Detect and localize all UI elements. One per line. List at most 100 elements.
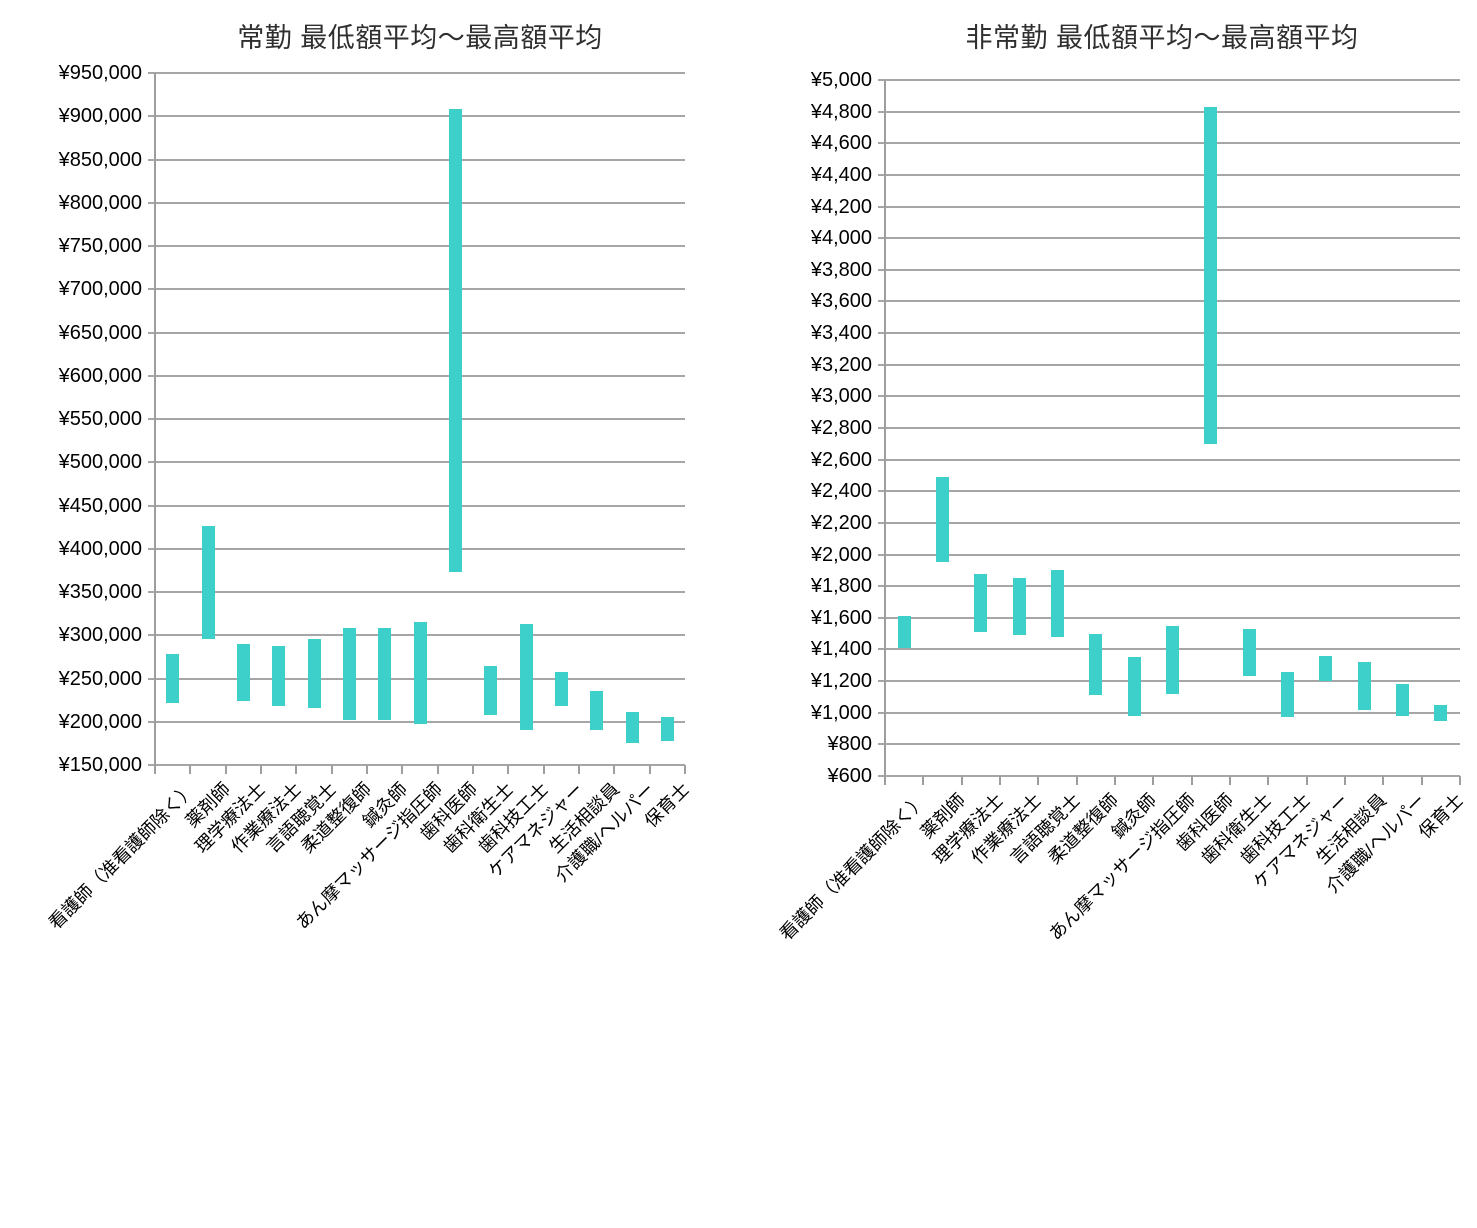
y-axis-tick-label: ¥200,000	[58, 710, 142, 733]
y-axis-tick-label: ¥150,000	[58, 754, 142, 776]
y-axis-tick-label: ¥600	[827, 765, 873, 787]
x-axis-tick	[1037, 776, 1040, 785]
x-axis-tick	[999, 776, 1001, 785]
y-gridline	[148, 245, 685, 247]
x-axis-tick	[1114, 776, 1116, 785]
chart-title-parttime: 非常勤 最低額平均～最高額平均	[965, 23, 1359, 53]
y-axis-tick-label: ¥300,000	[58, 624, 142, 647]
range-bar	[519, 624, 533, 730]
y-axis-line	[154, 73, 156, 774]
y-gridline	[878, 363, 1460, 366]
x-axis-tick	[684, 765, 686, 774]
y-axis-tick-label: ¥3,400	[810, 322, 872, 345]
x-axis-tick	[366, 765, 368, 774]
y-axis-tick-label: ¥700,000	[58, 278, 142, 301]
x-axis-tick	[295, 765, 298, 774]
x-axis-tick	[578, 765, 580, 774]
chart-parttime: 非常勤 最低額平均～最高額平均 ¥5,000 ¥4,800 ¥4,600 ¥4,400…	[776, 23, 1467, 944]
range-bar	[660, 717, 674, 741]
range-bar	[413, 622, 427, 725]
y-axis-tick-label: ¥400,000	[58, 537, 142, 560]
x-axis-tick	[613, 765, 616, 774]
x-axis-tick	[1420, 776, 1423, 785]
range-bar	[1204, 106, 1218, 444]
x-axis-tick	[224, 765, 227, 774]
y-axis-tick-label: ¥5,000	[810, 69, 872, 91]
x-axis-tick	[507, 765, 510, 774]
range-bar	[342, 628, 356, 721]
range-bar	[1089, 633, 1103, 696]
y-axis-tick-label: ¥3,800	[810, 258, 872, 281]
y-axis-tick-label: ¥450,000	[58, 494, 142, 517]
y-axis-tick-label: ¥2,400	[810, 480, 872, 503]
y-gridline	[878, 585, 1460, 588]
x-axis-tick	[401, 765, 404, 774]
x-axis-tick	[1190, 776, 1193, 785]
range-bar	[1166, 625, 1179, 694]
y-gridline	[878, 775, 1460, 777]
x-axis-tick	[884, 776, 886, 785]
y-gridline	[148, 158, 685, 161]
y-axis-tick-label: ¥2,200	[810, 511, 872, 534]
y-axis-tick-label: ¥2,600	[810, 448, 872, 471]
x-axis-tick	[1152, 776, 1155, 785]
y-axis-tick-label: ¥650,000	[58, 321, 142, 344]
y-gridline	[878, 711, 1460, 714]
x-axis-tick	[648, 765, 651, 774]
y-gridline	[878, 521, 1460, 524]
range-bar	[378, 628, 392, 721]
y-axis-tick-label: ¥4,600	[810, 132, 872, 155]
y-gridline	[878, 427, 1460, 429]
y-axis-tick-label: ¥850,000	[58, 148, 142, 171]
y-gridline	[148, 331, 685, 334]
y-axis-tick-label: ¥3,600	[810, 290, 872, 313]
y-gridline	[878, 395, 1460, 398]
y-gridline	[878, 490, 1460, 493]
y-gridline	[878, 268, 1460, 271]
y-gridline	[148, 591, 685, 593]
y-axis-tick-label: ¥4,800	[810, 100, 872, 123]
y-axis-tick-label: ¥3,000	[810, 385, 872, 408]
x-axis-tick	[1305, 776, 1308, 785]
range-bar	[201, 526, 215, 639]
y-gridline	[878, 237, 1460, 240]
y-gridline	[878, 616, 1460, 619]
y-axis-tick-label: ¥350,000	[58, 581, 142, 603]
y-gridline	[878, 300, 1460, 303]
y-axis-tick-label: ¥250,000	[58, 667, 142, 690]
range-bar	[625, 712, 639, 744]
range-bar	[272, 645, 286, 707]
y-gridline	[148, 72, 685, 74]
range-bar	[554, 671, 568, 707]
y-gridline	[148, 115, 685, 118]
range-bar	[448, 109, 462, 573]
chart-fulltime: 常勤 最低額平均～最高額平均 ¥950,000 ¥900,000 ¥850,000 ¥…	[45, 23, 694, 933]
x-axis-tick	[1344, 776, 1346, 785]
x-axis-tick	[472, 765, 474, 774]
y-gridline	[878, 332, 1460, 335]
range-bar	[1012, 578, 1026, 636]
y-axis-tick-label: ¥4,000	[810, 227, 872, 250]
range-bar	[1127, 657, 1141, 716]
range-bar	[1357, 662, 1371, 710]
y-axis-line	[884, 80, 886, 785]
x-axis-tick	[330, 765, 333, 774]
x-axis-tick	[960, 776, 963, 785]
range-bar	[1319, 655, 1333, 682]
y-axis-tick-label: ¥1,400	[810, 638, 872, 661]
y-gridline	[148, 504, 685, 507]
range-bar	[897, 616, 911, 648]
y-axis-tick-label: ¥950,000	[58, 62, 142, 84]
y-axis-tick-label: ¥500,000	[58, 451, 142, 474]
x-axis-tick	[1459, 776, 1461, 785]
x-axis-tick	[1229, 776, 1231, 785]
y-axis-tick-label: ¥1,800	[810, 575, 872, 598]
y-gridline	[878, 553, 1460, 556]
y-gridline	[148, 288, 685, 291]
y-axis-tick-label: ¥4,400	[810, 163, 872, 186]
range-bar	[236, 643, 250, 701]
y-gridline	[148, 547, 685, 550]
y-gridline	[148, 374, 685, 377]
range-bar	[1242, 628, 1256, 677]
y-gridline	[878, 79, 1460, 81]
